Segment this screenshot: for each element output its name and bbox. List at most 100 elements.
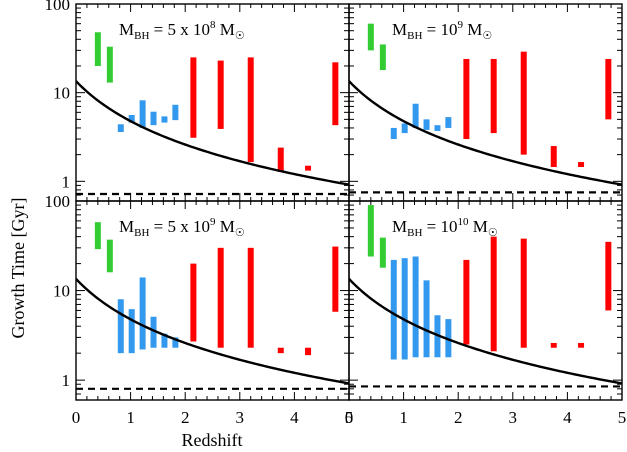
red-bar-3 xyxy=(520,51,527,155)
y-tick-label: 10 xyxy=(53,282,70,301)
red-bar-1 xyxy=(190,57,197,138)
red-bar-4 xyxy=(277,147,284,172)
blue-bar-3 xyxy=(412,103,419,128)
green-bar-2 xyxy=(106,239,113,273)
red-bar-4 xyxy=(550,146,557,168)
blue-bar-4 xyxy=(150,111,157,126)
red-bar-1 xyxy=(463,259,470,345)
x-tick-label: 3 xyxy=(509,408,518,427)
green-bar-2 xyxy=(106,46,113,83)
red-bar-1 xyxy=(190,263,197,342)
x-axis-label: Redshift xyxy=(182,430,243,450)
blue-bar-4 xyxy=(150,316,157,348)
red-bar-5 xyxy=(578,162,585,168)
panel-title: MBH = 1010 M☉ xyxy=(392,216,498,239)
title-sun: ☉ xyxy=(235,30,245,42)
blue-bar-1 xyxy=(390,259,397,360)
panel-ticks xyxy=(75,200,350,401)
x-tick-label: 5 xyxy=(345,408,354,427)
y-tick-label: 100 xyxy=(45,0,71,14)
red-bar-6 xyxy=(605,241,612,311)
blue-bar-1 xyxy=(117,124,124,133)
title-value: = 10 xyxy=(422,20,457,39)
title-unit: M xyxy=(463,20,482,39)
title-m: M xyxy=(392,217,407,236)
title-value: = 10 xyxy=(422,217,457,236)
title-m: M xyxy=(392,20,407,39)
growth-curve xyxy=(76,80,349,186)
x-tick-label: 2 xyxy=(181,408,190,427)
red-bar-6 xyxy=(332,62,339,126)
x-tick-label: 5 xyxy=(618,408,627,427)
red-bar-3 xyxy=(520,238,527,348)
blue-bar-4 xyxy=(423,119,430,130)
blue-bar-6 xyxy=(172,337,179,348)
title-exp: 8 xyxy=(210,19,216,31)
blue-bar-5 xyxy=(434,125,441,131)
blue-bar-5 xyxy=(161,333,168,348)
blue-bar-2 xyxy=(401,123,408,134)
title-unit: M xyxy=(216,20,235,39)
title-unit: M xyxy=(469,217,488,236)
y-tick-label: 1 xyxy=(62,371,71,390)
growth-curve xyxy=(76,278,349,385)
title-unit: M xyxy=(216,217,235,236)
red-bar-5 xyxy=(305,165,312,171)
title-sub: BH xyxy=(407,227,422,239)
y-tick-label: 100 xyxy=(45,192,71,211)
panel-frame xyxy=(348,200,623,401)
blue-bar-2 xyxy=(128,309,135,354)
y-axis-label: Growth Time [Gyr] xyxy=(8,197,28,338)
title-sun: ☉ xyxy=(235,227,245,239)
title-exp: 9 xyxy=(210,216,216,228)
red-bar-2 xyxy=(217,247,224,348)
red-bar-6 xyxy=(605,58,612,120)
red-bar-5 xyxy=(305,347,312,356)
x-tick-label: 4 xyxy=(290,408,299,427)
title-exp: 9 xyxy=(458,19,464,31)
title-sun: ☉ xyxy=(482,30,492,42)
title-exp: 10 xyxy=(458,216,470,228)
blue-bar-5 xyxy=(161,116,168,123)
red-bar-3 xyxy=(247,247,254,348)
blue-bar-3 xyxy=(139,100,146,128)
blue-bar-1 xyxy=(117,299,124,354)
blue-bar-3 xyxy=(412,256,419,358)
blue-bar-1 xyxy=(390,127,397,140)
red-bar-1 xyxy=(463,58,470,140)
blue-bar-3 xyxy=(139,277,146,350)
blue-bar-2 xyxy=(128,114,135,123)
title-m: M xyxy=(119,20,134,39)
green-bar-2 xyxy=(379,44,386,71)
red-bar-4 xyxy=(550,342,557,348)
red-bar-4 xyxy=(277,347,284,354)
panel-ticks xyxy=(75,3,350,202)
growth-curve xyxy=(349,278,622,385)
red-bar-2 xyxy=(217,60,224,129)
title-sub: BH xyxy=(407,30,422,42)
red-bar-2 xyxy=(490,236,497,352)
green-bar-1 xyxy=(367,23,374,51)
panel-title: MBH = 109 M☉ xyxy=(392,19,492,42)
title-sun: ☉ xyxy=(488,227,498,239)
x-tick-label: 1 xyxy=(126,408,135,427)
x-tick-label: 1 xyxy=(399,408,408,427)
growth-curve xyxy=(349,80,622,186)
green-bar-2 xyxy=(379,237,386,268)
green-bar-1 xyxy=(94,222,101,250)
y-tick-label: 1 xyxy=(62,172,71,191)
panel-title: MBH = 5 x 109 M☉ xyxy=(119,216,245,239)
panel-frame xyxy=(75,200,350,401)
blue-bar-4 xyxy=(423,280,430,358)
x-tick-label: 0 xyxy=(72,408,81,427)
red-bar-6 xyxy=(332,246,339,312)
blue-bar-6 xyxy=(172,104,179,121)
title-m: M xyxy=(119,217,134,236)
red-bar-3 xyxy=(247,57,254,163)
blue-bar-6 xyxy=(445,117,452,128)
